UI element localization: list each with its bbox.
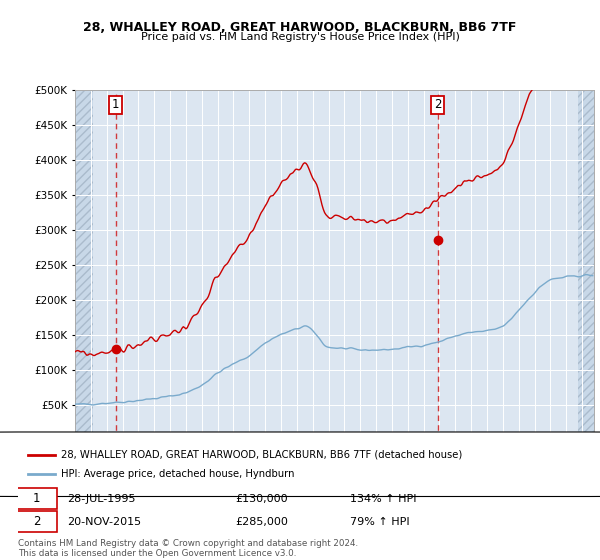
- Text: 134% ↑ HPI: 134% ↑ HPI: [350, 493, 417, 503]
- Text: Contains HM Land Registry data © Crown copyright and database right 2024.
This d: Contains HM Land Registry data © Crown c…: [18, 539, 358, 558]
- Text: 28, WHALLEY ROAD, GREAT HARWOOD, BLACKBURN, BB6 7TF: 28, WHALLEY ROAD, GREAT HARWOOD, BLACKBU…: [83, 21, 517, 34]
- FancyBboxPatch shape: [17, 488, 57, 509]
- Text: HPI: Average price, detached house, Hyndburn: HPI: Average price, detached house, Hynd…: [61, 469, 295, 478]
- Text: £285,000: £285,000: [236, 517, 289, 527]
- Text: 2: 2: [434, 99, 442, 111]
- Text: 20-NOV-2015: 20-NOV-2015: [67, 517, 141, 527]
- Text: 1: 1: [33, 492, 41, 505]
- FancyBboxPatch shape: [0, 432, 600, 497]
- Text: 28, WHALLEY ROAD, GREAT HARWOOD, BLACKBURN, BB6 7TF (detached house): 28, WHALLEY ROAD, GREAT HARWOOD, BLACKBU…: [61, 450, 462, 460]
- Text: 79% ↑ HPI: 79% ↑ HPI: [350, 517, 410, 527]
- FancyBboxPatch shape: [17, 511, 57, 533]
- Text: 1: 1: [112, 99, 119, 111]
- Text: £130,000: £130,000: [236, 493, 289, 503]
- Text: 2: 2: [33, 515, 41, 529]
- Text: Price paid vs. HM Land Registry's House Price Index (HPI): Price paid vs. HM Land Registry's House …: [140, 32, 460, 43]
- Text: 28-JUL-1995: 28-JUL-1995: [67, 493, 135, 503]
